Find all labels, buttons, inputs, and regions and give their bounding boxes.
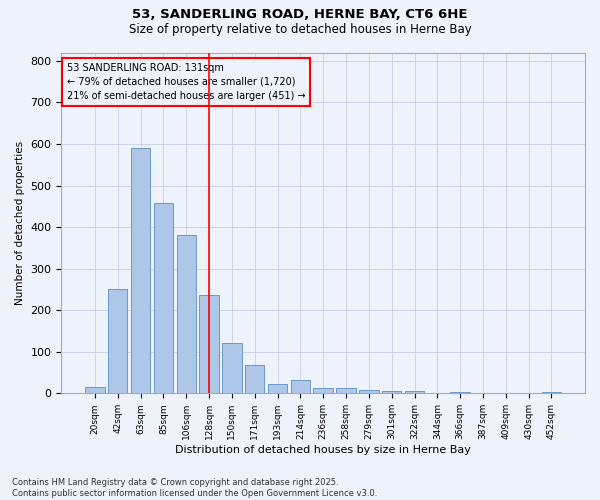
Bar [222,342,242,394]
Bar [359,390,379,394]
Bar [382,392,401,394]
Bar [245,365,265,394]
Text: 53 SANDERLING ROAD: 131sqm
← 79% of detached houses are smaller (1,720)
21% of s: 53 SANDERLING ROAD: 131sqm ← 79% of deta… [67,62,305,100]
Bar [337,388,356,394]
Bar [268,384,287,394]
X-axis label: Distribution of detached houses by size in Herne Bay: Distribution of detached houses by size … [175,445,471,455]
Bar [451,392,470,394]
Text: 53, SANDERLING ROAD, HERNE BAY, CT6 6HE: 53, SANDERLING ROAD, HERNE BAY, CT6 6HE [132,8,468,20]
Text: Size of property relative to detached houses in Herne Bay: Size of property relative to detached ho… [128,22,472,36]
Bar [405,392,424,394]
Bar [176,236,196,394]
Bar [108,290,127,394]
Bar [199,295,219,394]
Bar [131,148,150,394]
Y-axis label: Number of detached properties: Number of detached properties [15,141,25,305]
Text: Contains HM Land Registry data © Crown copyright and database right 2025.
Contai: Contains HM Land Registry data © Crown c… [12,478,377,498]
Bar [290,380,310,394]
Bar [313,388,333,394]
Bar [85,387,104,394]
Bar [154,203,173,394]
Bar [542,392,561,394]
